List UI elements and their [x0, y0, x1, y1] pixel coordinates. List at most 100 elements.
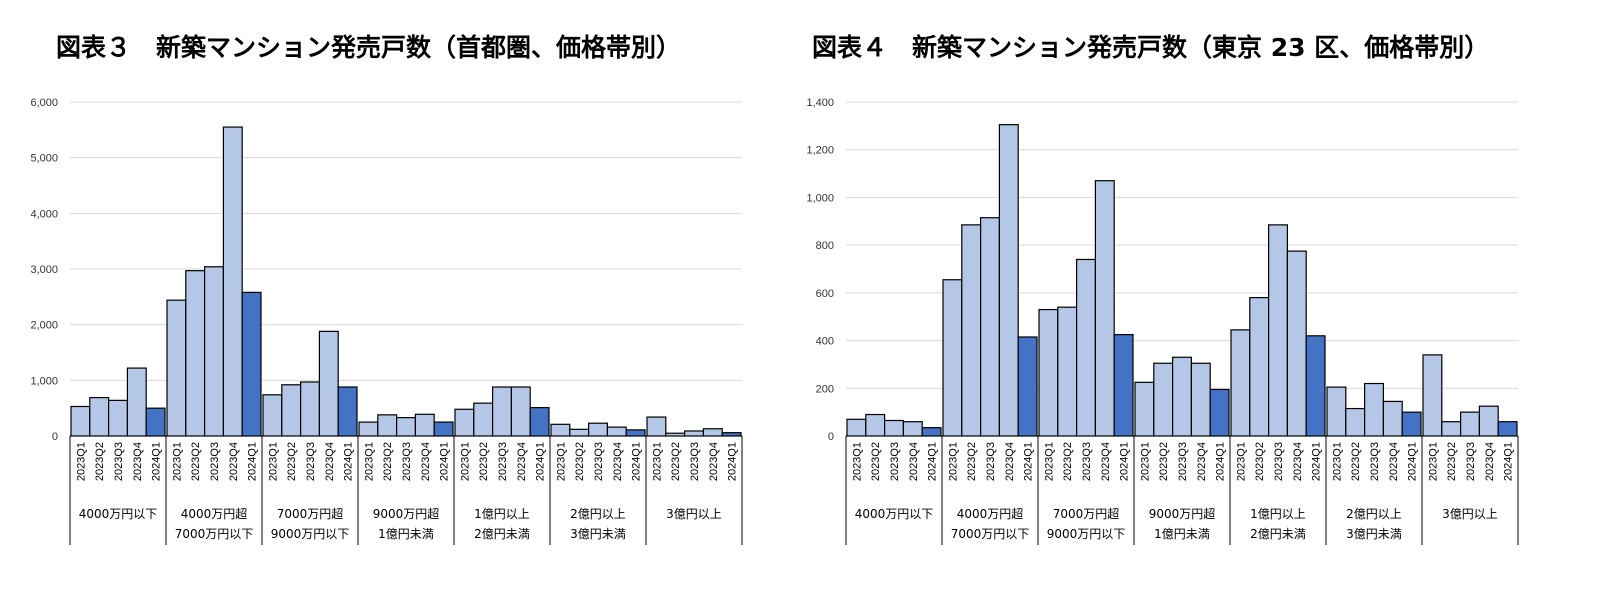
category-label: 2億円未満	[474, 527, 530, 541]
category-label: 9000万円以下	[271, 527, 350, 541]
quarter-label: 2023Q3	[113, 442, 125, 481]
y-tick-label: 1,000	[806, 192, 834, 204]
bar	[1153, 362, 1174, 437]
quarter-label: 2023Q2	[670, 442, 682, 481]
bar	[1422, 354, 1443, 437]
bar	[1113, 334, 1134, 437]
quarter-label: 2023Q1	[1235, 442, 1247, 481]
quarter-label: 2024Q1	[343, 442, 355, 481]
quarter-label: 2023Q3	[889, 442, 901, 481]
bar	[646, 416, 667, 437]
y-tick-label: 400	[816, 336, 834, 348]
bar	[1401, 411, 1422, 437]
quarter-label: 2023Q1	[1427, 442, 1439, 481]
quarter-label: 2023Q4	[1292, 442, 1304, 481]
quarter-label: 2023Q1	[363, 442, 375, 481]
bar	[1057, 306, 1078, 437]
bar	[961, 224, 982, 437]
bar	[1230, 329, 1251, 437]
bar	[846, 418, 867, 437]
category-label: 1億円以上	[474, 507, 530, 521]
bar	[625, 429, 646, 437]
quarter-label: 2023Q3	[1369, 442, 1381, 481]
quarter-label: 2023Q3	[209, 442, 221, 481]
category-label: 4000万円以下	[855, 507, 934, 521]
category-label: 2億円以上	[570, 507, 626, 521]
quarter-label: 2023Q2	[1062, 442, 1074, 481]
quarter-label: 2023Q2	[1446, 442, 1458, 481]
bar	[1363, 382, 1384, 437]
quarter-label: 2024Q1	[1503, 442, 1515, 481]
quarter-label: 2023Q2	[478, 442, 490, 481]
category-label: 7000万円超	[277, 506, 344, 521]
quarter-label: 2023Q1	[459, 442, 471, 481]
quarter-label: 2023Q2	[190, 442, 202, 481]
category-label: 9000万円超	[1149, 506, 1216, 521]
bar	[1305, 335, 1326, 437]
quarter-label: 2024Q1	[439, 442, 451, 481]
bar	[921, 427, 942, 437]
bar	[998, 124, 1019, 437]
quarter-label: 2023Q2	[574, 442, 586, 481]
y-tick-label: 5,000	[30, 153, 58, 165]
quarter-label: 2023Q1	[851, 442, 863, 481]
quarter-label: 2023Q1	[947, 442, 959, 481]
quarter-label: 2023Q3	[497, 442, 509, 481]
quarter-label: 2023Q4	[612, 442, 624, 481]
quarter-label: 2023Q3	[1273, 442, 1285, 481]
bar	[145, 407, 166, 437]
quarter-label: 2023Q2	[966, 442, 978, 481]
category-label: 1億円以上	[1250, 507, 1306, 521]
quarter-label: 2023Q1	[267, 442, 279, 481]
y-tick-label: 200	[816, 383, 834, 395]
bar	[529, 407, 550, 437]
quarter-label: 2023Q4	[1004, 442, 1016, 481]
quarter-label: 2023Q1	[1139, 442, 1151, 481]
y-tick-label: 600	[816, 288, 834, 300]
quarter-label: 2023Q1	[171, 442, 183, 481]
bar	[1134, 381, 1155, 437]
quarter-label: 2024Q1	[1407, 442, 1419, 481]
quarter-label: 2024Q1	[247, 442, 259, 481]
chart-title-right: 図表４ 新築マンション発売戸数（東京 23 区、価格帯別）	[812, 33, 1490, 62]
quarter-label: 2024Q1	[151, 442, 163, 481]
quarter-label: 2023Q2	[286, 442, 298, 481]
category-label: 4000万円以下	[79, 507, 158, 521]
quarter-label: 2024Q1	[927, 442, 939, 481]
category-label: 9000万円超	[373, 506, 440, 521]
y-tick-label: 1,400	[806, 97, 834, 109]
category-label: 3億円以上	[1442, 507, 1498, 521]
quarter-label: 2023Q4	[324, 442, 336, 481]
y-tick-label: 0	[828, 431, 834, 443]
quarter-label: 2023Q3	[689, 442, 701, 481]
bar	[433, 421, 454, 437]
quarter-label: 2024Q1	[631, 442, 643, 481]
bar	[126, 367, 147, 437]
quarter-label: 2024Q1	[727, 442, 739, 481]
y-tick-label: 1,200	[806, 145, 834, 157]
category-label: 3億円以上	[666, 507, 722, 521]
quarter-label: 2023Q3	[985, 442, 997, 481]
quarter-label: 2023Q3	[305, 442, 317, 481]
category-label: 3億円未満	[1346, 527, 1402, 541]
bar	[1017, 336, 1038, 437]
quarter-label: 2024Q1	[1119, 442, 1131, 481]
quarter-label: 2023Q4	[1484, 442, 1496, 481]
quarter-label: 2023Q2	[1254, 442, 1266, 481]
category-label: 2億円以上	[1346, 507, 1402, 521]
quarter-label: 2023Q3	[593, 442, 605, 481]
quarter-label: 2023Q4	[516, 442, 528, 481]
quarter-label: 2023Q2	[1350, 442, 1362, 481]
quarter-label: 2024Q1	[1023, 442, 1035, 481]
quarter-label: 2023Q1	[1331, 442, 1343, 481]
bar	[1286, 250, 1307, 437]
quarter-label: 2023Q2	[870, 442, 882, 481]
quarter-label: 2023Q2	[1158, 442, 1170, 481]
bar	[318, 330, 339, 437]
bar	[241, 291, 262, 437]
bar	[1441, 421, 1462, 437]
bar	[883, 419, 904, 437]
quarter-label: 2024Q1	[1215, 442, 1227, 481]
bar	[222, 126, 243, 437]
